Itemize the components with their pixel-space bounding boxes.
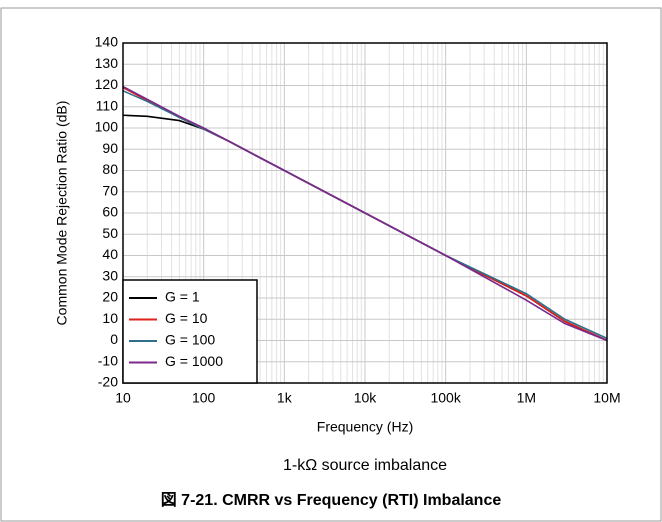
- y-tick-label: 50: [102, 225, 118, 241]
- legend-label: G = 100: [165, 332, 215, 348]
- plot-frame: [122, 42, 608, 384]
- y-tick-label: 90: [102, 140, 118, 156]
- x-tick-label: 10k: [354, 390, 378, 406]
- y-tick-label: 0: [110, 331, 118, 347]
- y-tick-label: 100: [95, 119, 119, 135]
- y-tick-label: 20: [102, 289, 118, 305]
- series-line: [122, 85, 608, 342]
- y-tick-label: 10: [102, 310, 118, 326]
- legend-label: G = 1: [165, 289, 200, 305]
- y-tick-label: 130: [95, 55, 119, 71]
- x-tick-label: 1M: [517, 390, 536, 406]
- figure-frame: [0, 7, 662, 522]
- chart-title: 図 7-21. CMRR vs Frequency (RTI) Imbalanc…: [161, 491, 502, 509]
- y-tick-label: 70: [102, 182, 118, 198]
- y-tick-label: 120: [95, 76, 119, 92]
- x-tick-label: 10M: [593, 390, 620, 406]
- x-axis-label: Frequency (Hz): [317, 419, 413, 435]
- y-tick-label: 110: [96, 97, 119, 113]
- y-tick-label: 60: [102, 204, 118, 220]
- x-tick-label: 100: [192, 390, 216, 406]
- x-tick-label: 1k: [277, 390, 293, 406]
- legend-label: G = 10: [165, 310, 208, 326]
- y-tick-label: 30: [102, 267, 118, 283]
- caption: 1-kΩ source imbalance: [283, 457, 447, 474]
- y-tick-label: 140: [95, 34, 119, 50]
- y-axis-label: Common Mode Rejection Ratio (dB): [54, 101, 70, 326]
- x-tick-label: 10: [115, 390, 131, 406]
- legend-label: G = 1000: [165, 353, 223, 369]
- y-tick-label: 40: [102, 246, 118, 262]
- x-tick-label: 100k: [430, 390, 461, 406]
- y-tick-label: 80: [102, 161, 118, 177]
- y-tick-label: -20: [98, 374, 118, 390]
- y-tick-label: -10: [98, 352, 118, 368]
